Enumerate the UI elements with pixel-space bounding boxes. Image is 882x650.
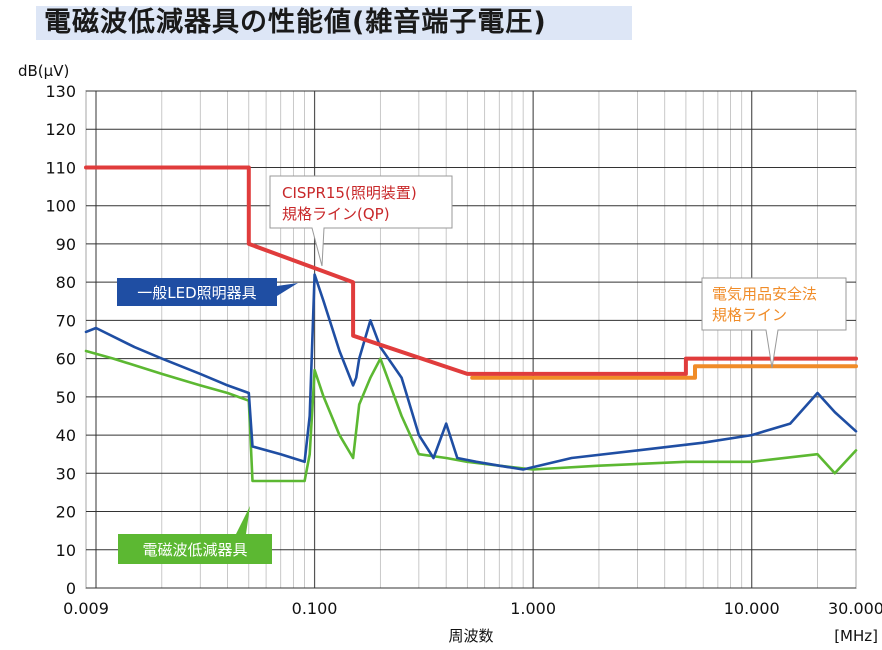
y-tick-label: 80	[56, 273, 76, 292]
y-tick-label: 50	[56, 388, 76, 407]
y-axis-label: dB(μV)	[18, 62, 69, 80]
y-tick-label: 130	[45, 82, 76, 101]
y-tick-label: 20	[56, 503, 76, 522]
y-tick-label: 120	[45, 120, 76, 139]
x-tick-label: 30.000	[828, 599, 882, 618]
y-tick-label: 100	[45, 197, 76, 216]
y-tick-label: 90	[56, 235, 76, 254]
pse-callout-line-2: 規格ライン	[712, 306, 787, 324]
x-axis-unit: [MHz]	[834, 627, 878, 645]
led-fixture-label-text: 一般LED照明器具	[137, 284, 256, 302]
y-tick-label: 10	[56, 541, 76, 560]
y-tick-label: 0	[66, 579, 76, 598]
pse-callout-line-1: 電気用品安全法	[712, 285, 817, 303]
y-tick-label: 70	[56, 311, 76, 330]
cispr-callout-line-2: 規格ライン(QP)	[282, 205, 390, 223]
y-tick-label: 60	[56, 350, 76, 369]
led-fixture-label: 一般LED照明器具	[117, 278, 298, 306]
x-tick-label: 10.000	[724, 599, 780, 618]
x-tick-label: 0.100	[292, 599, 338, 618]
y-tick-label: 110	[45, 158, 76, 177]
y-tick-label: 40	[56, 426, 76, 445]
x-axis-label: 周波数	[448, 627, 493, 645]
x-tick-label: 0.009	[63, 599, 109, 618]
emi-reducer-label-text: 電磁波低減器具	[142, 541, 247, 559]
y-tick-label: 30	[56, 464, 76, 483]
cispr-callout-line-1: CISPR15(照明装置)	[282, 184, 417, 202]
x-tick-label: 1.000	[510, 599, 556, 618]
